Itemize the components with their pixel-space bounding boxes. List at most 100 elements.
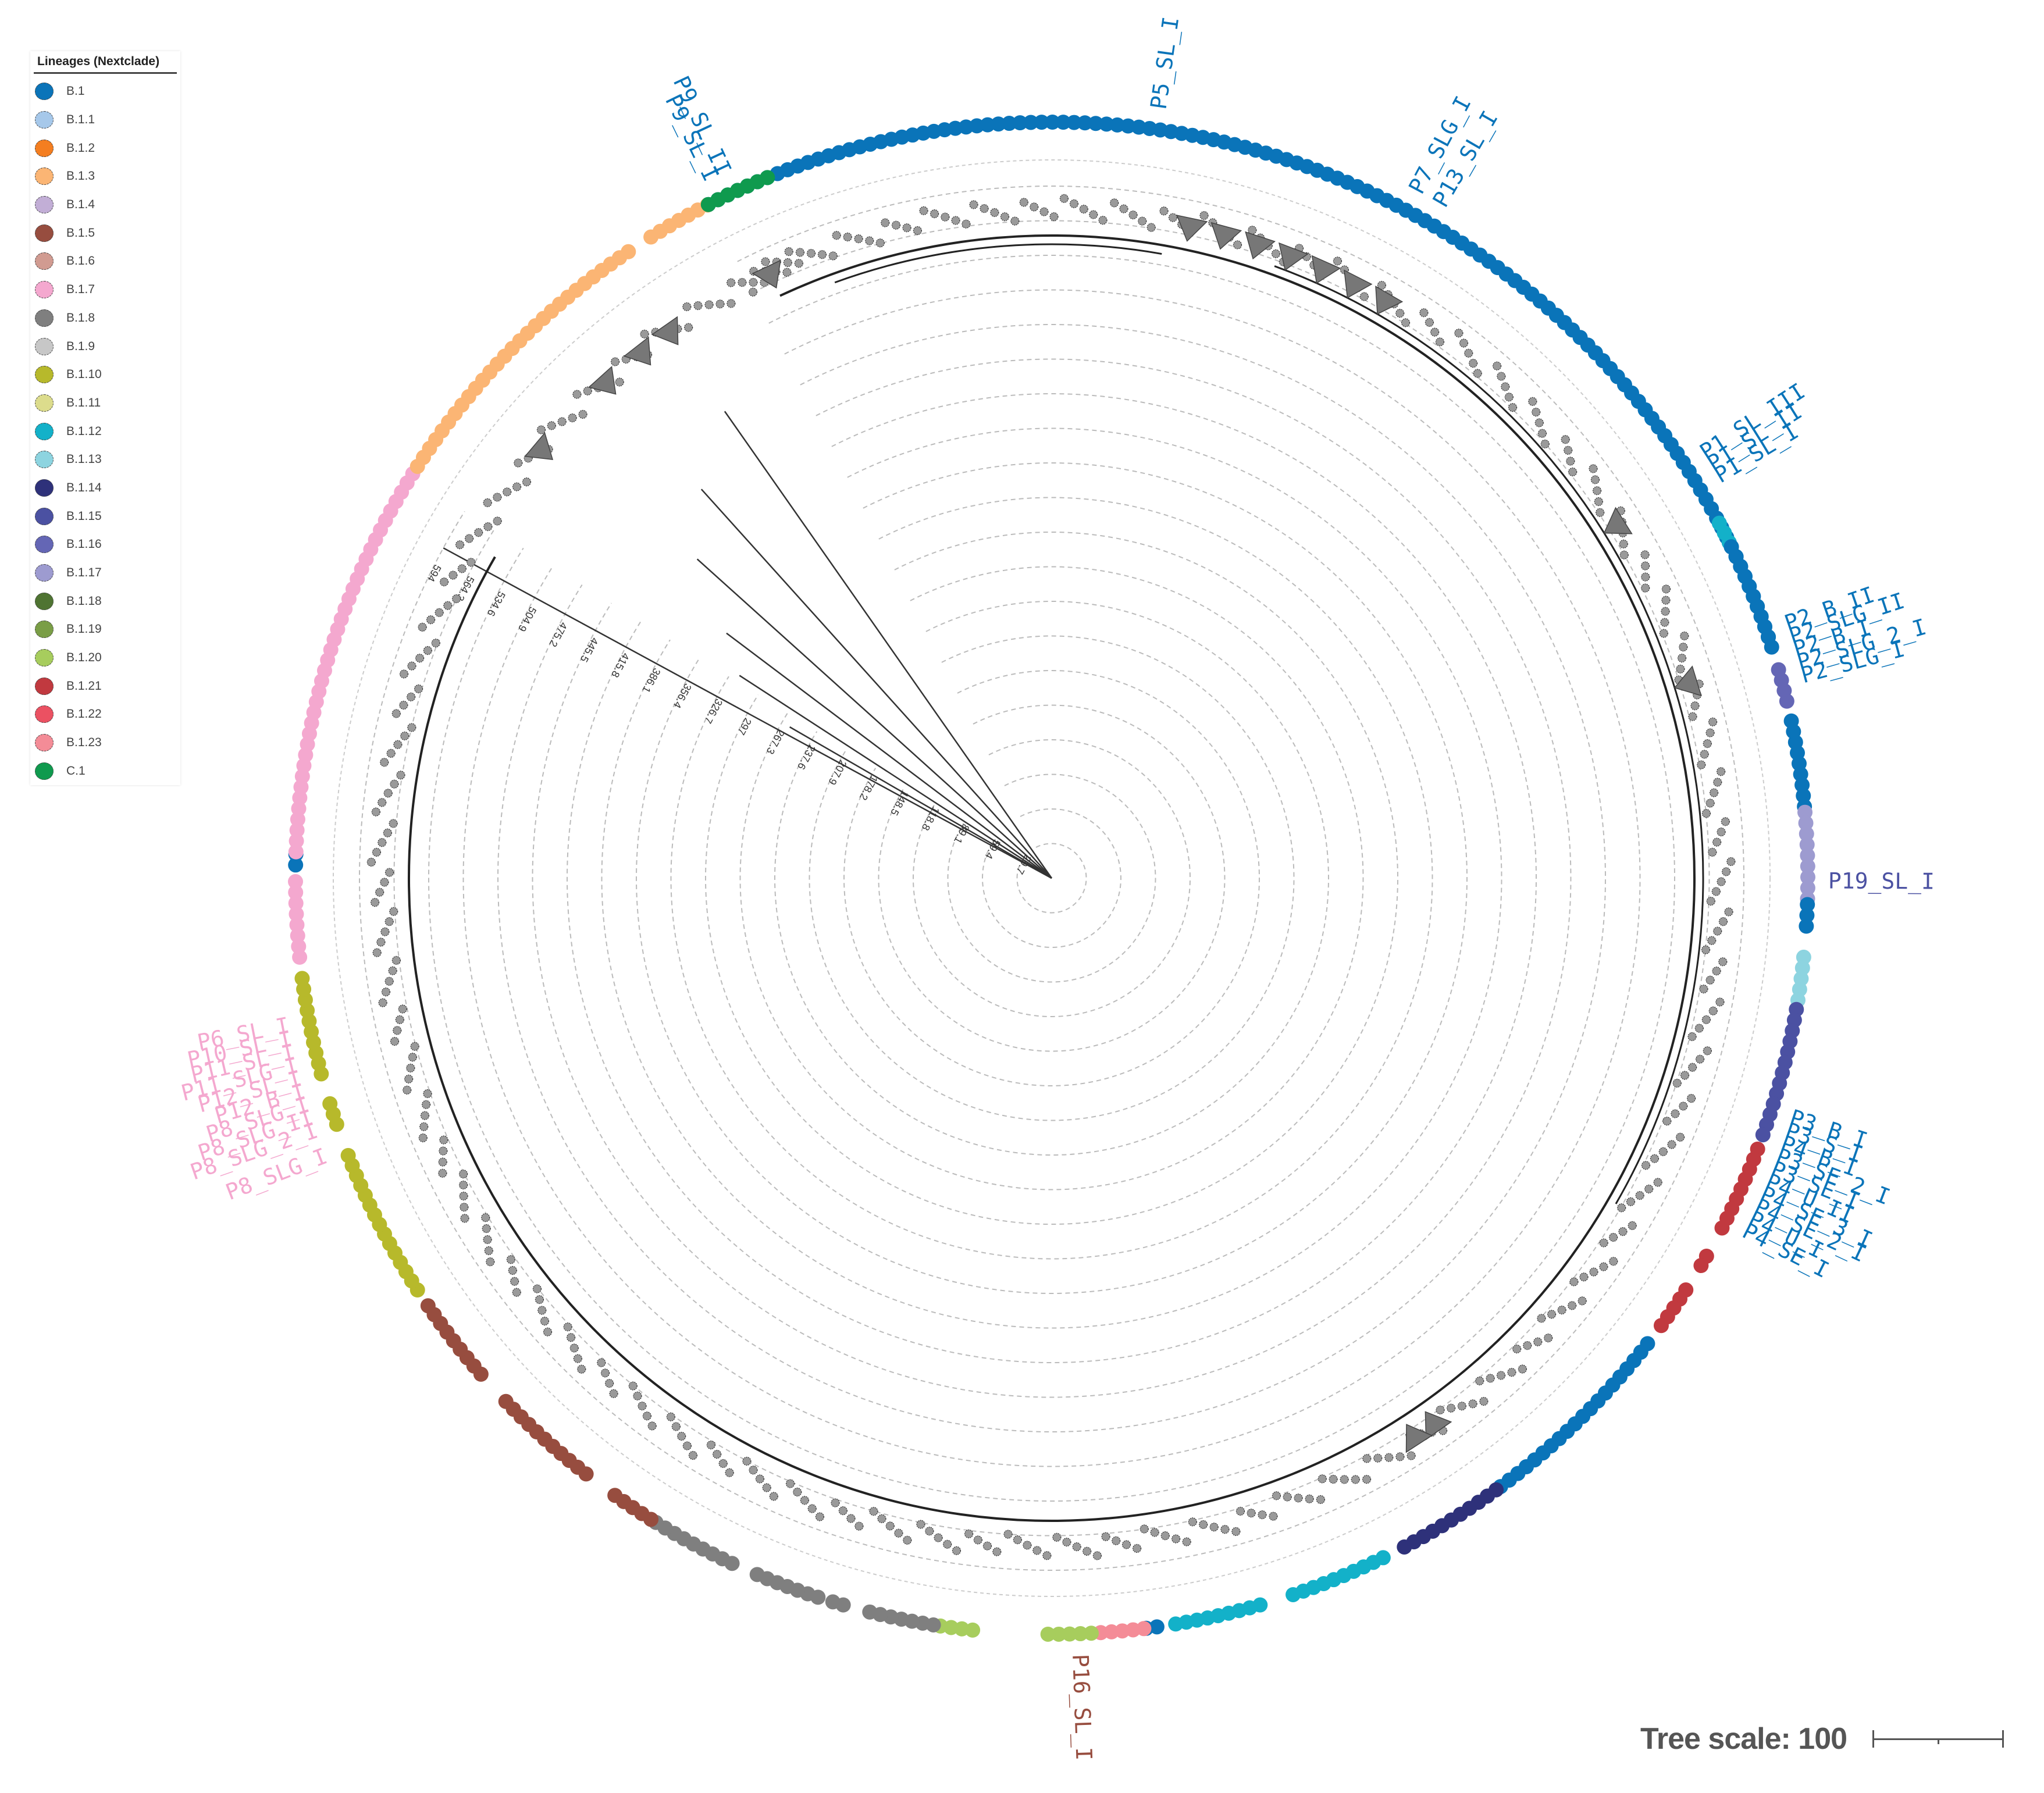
legend-label: B.1.22 [66, 707, 102, 721]
legend-swatch-icon [35, 677, 54, 695]
axis-tick-label: 267.3 [764, 728, 787, 756]
legend-label: B.1.6 [66, 254, 95, 268]
legend-swatch-icon [35, 479, 54, 497]
legend-label: B.1.20 [66, 651, 102, 665]
legend-swatch-icon [35, 111, 54, 129]
legend-item: B.1.19 [30, 615, 180, 644]
leaf-labels: P9_SL_IP9_SL_IIP5_SL_IP7_SLG_IP13_SL_IP1… [179, 15, 1935, 1761]
legend-item: B.1.18 [30, 587, 180, 615]
legend-label: B.1.11 [66, 395, 101, 409]
axis-tick-label: 207.9 [826, 758, 849, 787]
legend-item: B.1.21 [30, 672, 180, 700]
axis-tick-label: 237.6 [795, 743, 818, 771]
leaf-label: P5_SL_I [1146, 15, 1185, 111]
legend-item: B.1 [30, 77, 180, 106]
legend-swatch-icon [35, 621, 54, 639]
legend-label: B.1.15 [66, 509, 102, 523]
legend-label: B.1.3 [66, 169, 95, 183]
legend-swatch-icon [35, 252, 54, 270]
legend-swatch-icon [35, 196, 54, 214]
axis-tick-label: 326.7 [702, 697, 725, 725]
radial-axis: 29.759.489.1118.8148.5178.2207.9237.6267… [425, 547, 1052, 879]
legend-label: B.1.10 [66, 368, 102, 382]
axis-tick-label: 534.6 [485, 590, 508, 618]
legend-swatch-icon [35, 422, 54, 440]
legend-item: B.1.7 [30, 276, 180, 304]
lineage-legend: Lineages (Nextclade) B.1 B.1.1 B.1.2 B.1.3 B… [30, 51, 180, 785]
axis-tick-label: 386.1 [640, 666, 663, 695]
legend-item: B.1.3 [30, 162, 180, 191]
legend-swatch-icon [35, 366, 54, 384]
legend-label: B.1.19 [66, 622, 102, 636]
legend-swatch-icon [35, 167, 54, 186]
legend-item: B.1.13 [30, 445, 180, 474]
legend-item: B.1.6 [30, 247, 180, 276]
legend-swatch-icon [35, 451, 54, 469]
legend-swatch-icon [35, 734, 54, 752]
axis-tick-label: 475.2 [547, 620, 569, 648]
legend-label: B.1 [66, 84, 85, 98]
legend-label: B.1.12 [66, 424, 102, 438]
legend-swatch-icon [35, 281, 54, 299]
legend-label: B.1.14 [66, 480, 102, 494]
leaf-label: P16_SL_I [1067, 1653, 1096, 1760]
axis-tick-label: 356.4 [671, 682, 694, 710]
legend-item: B.1.9 [30, 332, 180, 361]
tree-leaf-nodes [366, 194, 1736, 1560]
legend-label: B.1.2 [66, 141, 95, 155]
legend-label: B.1.1 [66, 113, 95, 127]
legend-item: B.1.14 [30, 474, 180, 502]
legend-title: Lineages (Nextclade) [34, 51, 177, 74]
axis-tick-label: 297 [735, 716, 754, 737]
legend-swatch-icon [35, 762, 54, 780]
legend-label: C.1 [66, 764, 86, 778]
legend-swatch-icon [35, 507, 54, 525]
legend-swatch-icon [35, 337, 54, 355]
legend-label: B.1.18 [66, 594, 102, 608]
leaf-label: P19_SL_I [1828, 868, 1935, 894]
legend-item: B.1.22 [30, 700, 180, 729]
legend-swatch-icon [35, 536, 54, 554]
legend-label: B.1.13 [66, 452, 102, 466]
legend-item: B.1.8 [30, 304, 180, 333]
legend-label: B.1.21 [66, 679, 102, 693]
legend-label: B.1.4 [66, 198, 95, 212]
legend-label: B.1.9 [66, 339, 95, 353]
legend-item: B.1.23 [30, 729, 180, 757]
legend-swatch-icon [35, 224, 54, 242]
legend-item: B.1.5 [30, 219, 180, 247]
legend-item: B.1.11 [30, 389, 180, 418]
legend-item: B.1.1 [30, 106, 180, 134]
legend-item: B.1.16 [30, 530, 180, 559]
legend-item: B.1.10 [30, 361, 180, 389]
legend-item: C.1 [30, 757, 180, 786]
legend-swatch-icon [35, 649, 54, 667]
legend-item: B.1.17 [30, 559, 180, 587]
legend-swatch-icon [35, 705, 54, 723]
legend-item: B.1.20 [30, 644, 180, 672]
legend-swatch-icon [35, 564, 54, 582]
legend-swatch-icon [35, 139, 54, 157]
legend-item: B.1.4 [30, 191, 180, 219]
axis-tick-label: 445.5 [578, 636, 601, 664]
legend-label: B.1.7 [66, 283, 95, 297]
axis-tick-label: 415.8 [609, 651, 632, 679]
lineage-color-ring [288, 115, 1815, 1642]
radial-grid-rings [333, 159, 1771, 1597]
tree-scale-label: Tree scale: 100 [1640, 1722, 1847, 1756]
legend-label: B.1.5 [66, 226, 95, 240]
legend-label: B.1.23 [66, 736, 102, 750]
legend-swatch-icon [35, 592, 54, 610]
legend-label: B.1.16 [66, 537, 102, 551]
legend-item: B.1.2 [30, 134, 180, 162]
legend-swatch-icon [35, 394, 54, 412]
axis-tick-label: 504.9 [516, 605, 539, 633]
legend-swatch-icon [35, 83, 54, 101]
legend-item: B.1.15 [30, 502, 180, 530]
legend-label: B.1.8 [66, 311, 95, 325]
tree-scale-bar [1872, 1730, 2004, 1748]
axis-tick-label: 148.5 [888, 789, 911, 817]
legend-item: B.1.12 [30, 417, 180, 445]
legend-swatch-icon [35, 309, 54, 327]
